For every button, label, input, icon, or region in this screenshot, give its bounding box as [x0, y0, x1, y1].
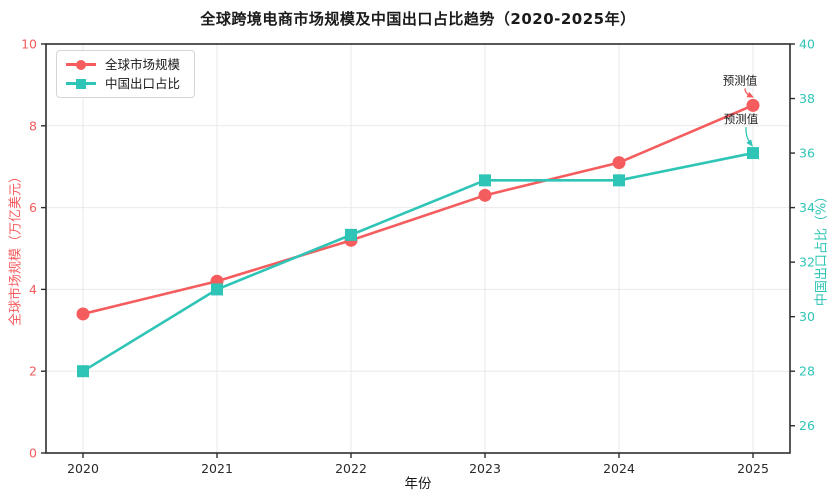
legend-marker-swatch [76, 78, 86, 89]
legend-label: 全球市场规模 [105, 57, 181, 72]
left-axis-tick-label: 6 [29, 200, 37, 215]
annotation-label: 预测值 [724, 112, 759, 126]
legend-item-global-market-size: 全球市场规模 [66, 57, 180, 72]
legend-item-china-export-share: 中国出口占比 [66, 76, 180, 91]
series-marker-square [211, 283, 223, 296]
series-marker-square [613, 174, 625, 187]
x-axis-tick-label: 2024 [603, 461, 635, 476]
series-marker-circle [612, 156, 626, 170]
right-axis-tick-label: 34 [799, 200, 815, 215]
annotation-arrowhead [746, 139, 753, 147]
series-marker-square [77, 365, 89, 378]
x-axis-tick-label: 2023 [469, 461, 501, 476]
right-axis-tick-label: 36 [799, 146, 815, 161]
legend-marker-swatch [76, 59, 86, 70]
series-marker-circle [76, 307, 90, 321]
x-axis-tick-label: 2020 [67, 461, 99, 476]
left-axis-label: 全球市场规模（万亿美元） [8, 169, 24, 327]
line-square-marker-icon [66, 77, 96, 90]
legend: 全球市场规模 中国出口占比 [56, 50, 196, 98]
x-axis-label: 年份 [404, 476, 432, 492]
left-axis-tick-label: 8 [29, 118, 37, 133]
x-axis-tick-label: 2022 [335, 461, 367, 476]
right-axis-tick-label: 28 [799, 364, 815, 379]
chart-title: 全球跨境电商市场规模及中国出口占比趋势（2020-2025年） [200, 10, 636, 28]
right-axis-tick-label: 30 [799, 309, 815, 324]
plot-border [45, 43, 791, 454]
annotation-label: 预测值 [723, 73, 758, 87]
series-marker-square [345, 228, 357, 241]
line-circle-marker-icon [66, 58, 96, 71]
left-axis-tick-label: 10 [21, 37, 37, 52]
right-axis-label: 中国出口占比（%） [814, 189, 830, 307]
x-axis-tick-label: 2025 [737, 461, 769, 476]
series-marker-circle [478, 188, 492, 202]
series-marker-circle [746, 98, 760, 112]
right-axis-tick-label: 32 [799, 255, 815, 270]
left-axis-tick-label: 4 [29, 282, 37, 297]
annotation-arrowhead [746, 91, 755, 98]
series-marker-square [747, 147, 759, 160]
series-marker-square [479, 174, 491, 187]
right-axis-tick-label: 26 [799, 418, 815, 433]
left-axis-tick-label: 0 [29, 446, 37, 461]
left-axis-tick-label: 2 [29, 364, 37, 379]
legend-label: 中国出口占比 [105, 76, 181, 91]
series-line-1 [81, 151, 755, 373]
right-axis-tick-label: 40 [799, 37, 815, 52]
right-axis-tick-label: 38 [799, 91, 815, 106]
x-axis-tick-label: 2021 [201, 461, 233, 476]
series-line-0 [81, 104, 755, 316]
